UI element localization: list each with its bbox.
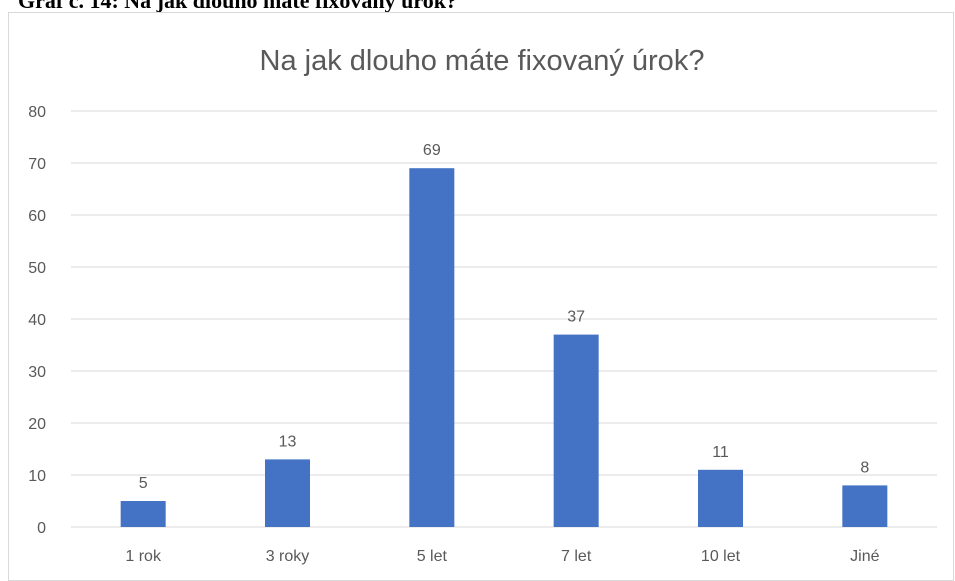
x-tick-label: 5 let (417, 548, 448, 565)
x-tick-label: 10 let (701, 548, 741, 565)
caption: Graf č. 14: Na jak dlouho máte fixovaný … (18, 0, 457, 13)
data-label: 37 (567, 309, 585, 326)
x-tick-label: 7 let (561, 548, 592, 565)
y-tick-label: 10 (28, 468, 46, 485)
y-tick-label: 60 (28, 208, 46, 225)
bar (842, 485, 888, 527)
y-tick-label: 30 (28, 364, 46, 381)
y-tick-label: 80 (28, 104, 46, 121)
data-label: 69 (423, 142, 441, 159)
bar (120, 501, 166, 527)
y-tick-label: 40 (28, 312, 46, 329)
y-tick-label: 50 (28, 260, 46, 277)
bar (698, 469, 743, 527)
data-label: 8 (860, 459, 869, 476)
x-tick-label: 3 roky (266, 548, 310, 565)
data-label: 11 (712, 444, 729, 461)
y-tick-label: 0 (37, 520, 46, 537)
y-tick-label: 70 (28, 156, 46, 173)
bar (409, 168, 455, 527)
x-tick-label: 1 rok (125, 548, 162, 565)
bar (553, 334, 599, 527)
data-label: 13 (279, 433, 297, 450)
chart-title: Na jak dlouho máte fixovaný úrok? (260, 45, 705, 77)
x-tick-label: Jiné (850, 548, 879, 565)
data-label: 5 (139, 475, 148, 492)
bar (265, 459, 310, 527)
y-tick-label: 20 (28, 416, 46, 433)
chart-border (8, 12, 954, 581)
